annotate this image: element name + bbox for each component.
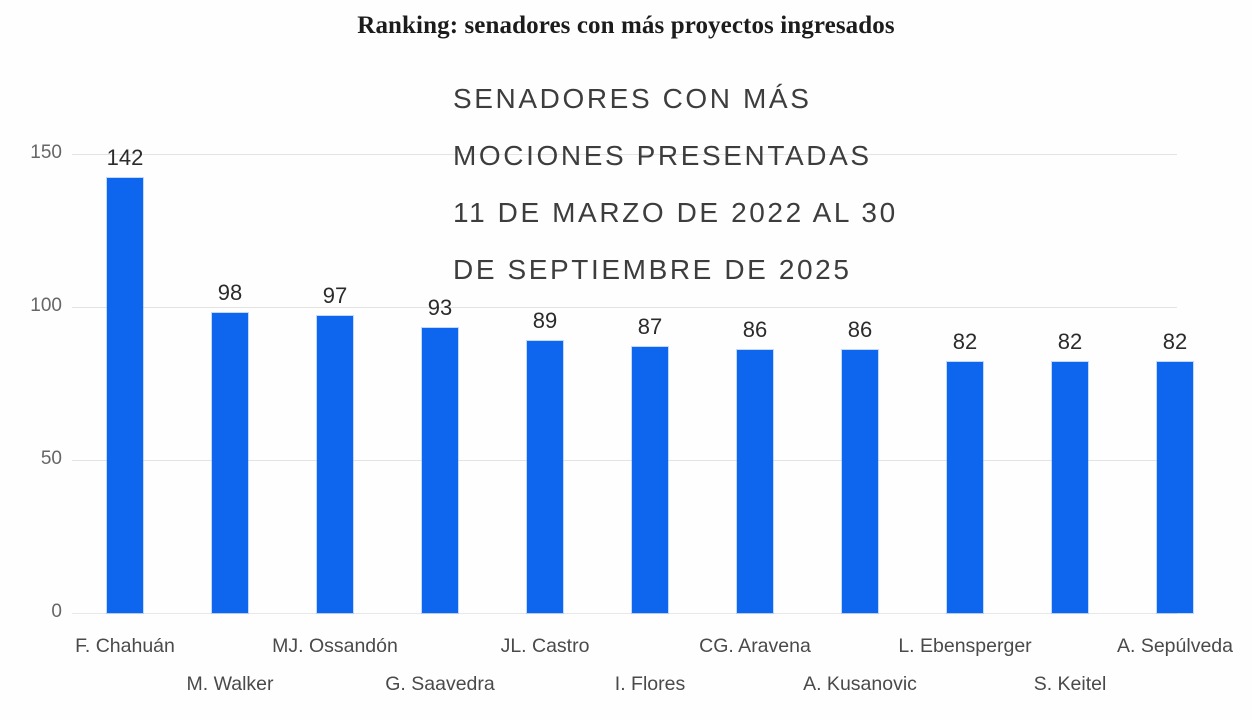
y-axis-tick-label: 100 (30, 295, 62, 316)
bar[interactable] (317, 316, 353, 613)
x-axis-tick-label: MJ. Ossandón (272, 635, 398, 657)
x-axis-tick-label: M. Walker (186, 673, 274, 695)
x-axis-tick-label: CG. Aravena (699, 635, 811, 657)
x-axis-tick-label: A. Kusanovic (803, 673, 917, 695)
bar[interactable] (1157, 362, 1193, 613)
x-axis-tick-label: A. Sepúlveda (1116, 635, 1233, 657)
bar[interactable] (212, 313, 248, 613)
bar-value-label: 142 (106, 145, 144, 171)
bar-value-label: 89 (532, 307, 558, 333)
gridline-50 (72, 460, 1177, 461)
bar[interactable] (632, 346, 668, 613)
bar[interactable] (842, 349, 878, 613)
page-title: Ranking: senadores con más proyectos ing… (357, 12, 895, 39)
bar-value-label: 87 (637, 313, 663, 339)
bar-value-label: 97 (322, 283, 348, 309)
bar[interactable] (737, 349, 773, 613)
bar-value-label: 93 (427, 295, 453, 321)
bar-value-label: 98 (217, 280, 243, 306)
x-axis-tick-label: S. Keitel (1033, 673, 1107, 695)
bar-value-label: 82 (1162, 329, 1188, 355)
y-axis-tick-label: 0 (51, 601, 62, 622)
bar-value-label: 82 (1057, 329, 1083, 355)
x-axis-tick-label: G. Saavedra (385, 673, 495, 695)
gridline-0 (72, 613, 1177, 614)
gridline-100 (72, 307, 1177, 308)
bar[interactable] (422, 328, 458, 613)
bar-value-label: 82 (952, 329, 978, 355)
bar-value-label: 86 (847, 316, 873, 342)
x-axis-tick-label: I. Flores (614, 673, 686, 695)
bar-value-label: 86 (742, 316, 768, 342)
bar[interactable] (527, 340, 563, 613)
x-axis-tick-label: F. Chahuán (75, 635, 175, 657)
bar[interactable] (107, 178, 143, 613)
bar[interactable] (947, 362, 983, 613)
gridline-150 (72, 154, 1177, 155)
x-axis-tick-label: L. Ebensperger (898, 635, 1032, 657)
y-axis-tick-label: 50 (40, 448, 62, 469)
x-axis-tick-label: JL. Castro (500, 635, 590, 657)
y-axis-tick-label: 150 (30, 142, 62, 163)
bar[interactable] (1052, 362, 1088, 613)
